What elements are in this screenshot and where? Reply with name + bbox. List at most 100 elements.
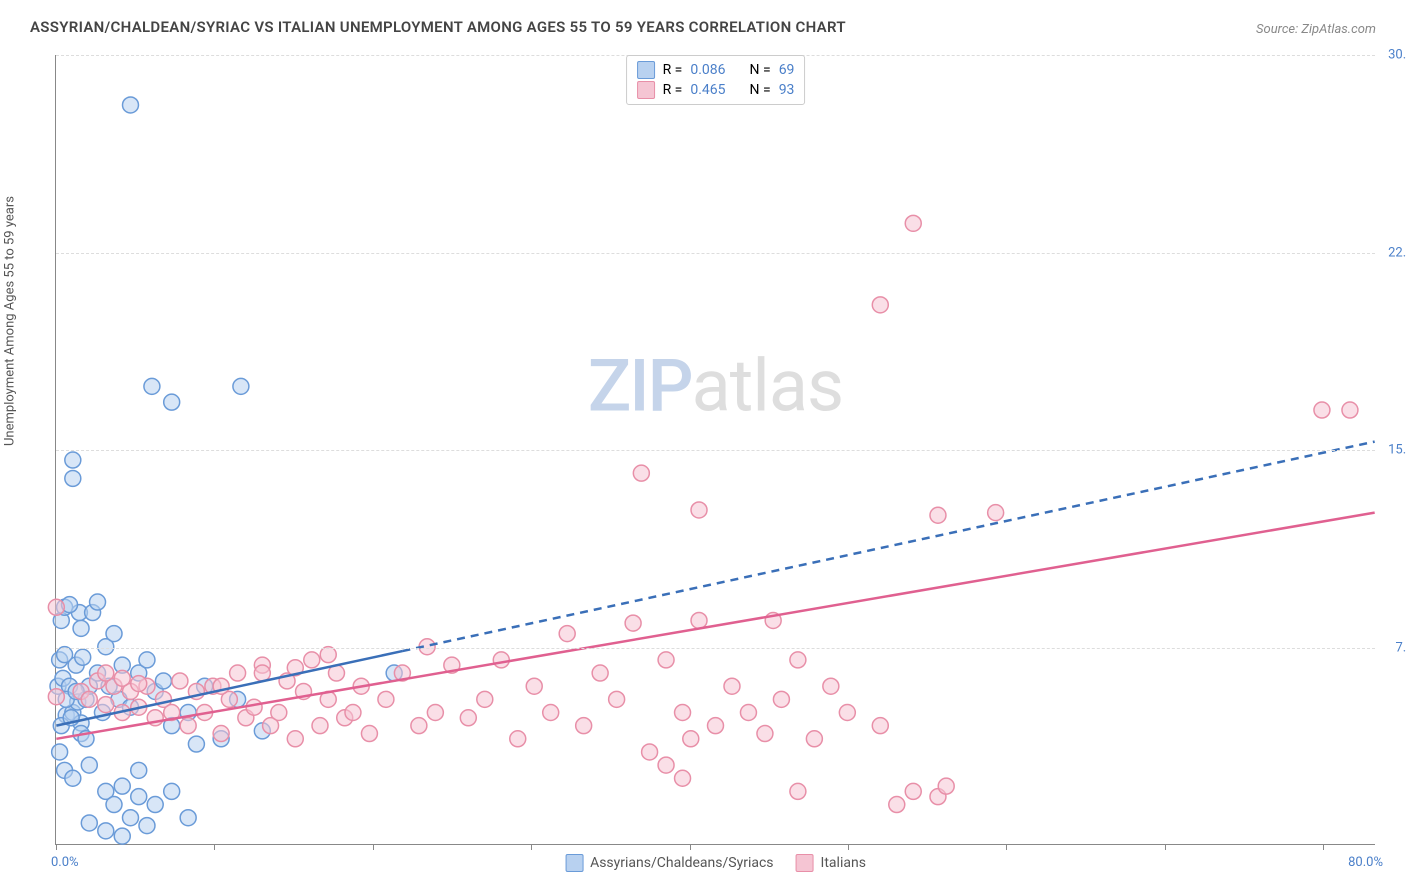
- data-point: [477, 691, 493, 707]
- legend-swatch-1: [637, 61, 655, 79]
- data-point: [988, 505, 1004, 521]
- data-point: [1342, 402, 1358, 418]
- x-axis-min-label: 0.0%: [51, 855, 79, 870]
- data-point: [790, 783, 806, 799]
- legend-swatch-b1: [565, 854, 583, 872]
- data-point: [271, 705, 287, 721]
- data-point: [48, 599, 64, 615]
- data-point: [98, 697, 114, 713]
- x-tick: [1006, 844, 1007, 850]
- data-point: [691, 502, 707, 518]
- x-tick: [214, 844, 215, 850]
- data-point: [889, 797, 905, 813]
- data-point: [592, 665, 608, 681]
- data-point: [773, 691, 789, 707]
- x-tick: [848, 844, 849, 850]
- data-point: [180, 718, 196, 734]
- y-tick-label: 22.5%: [1388, 245, 1406, 260]
- data-point: [180, 810, 196, 826]
- data-point: [905, 783, 921, 799]
- data-point: [131, 676, 147, 692]
- data-point: [872, 718, 888, 734]
- data-point: [658, 757, 674, 773]
- data-point: [740, 705, 756, 721]
- data-point: [625, 615, 641, 631]
- x-tick: [1323, 844, 1324, 850]
- y-tick-label: 30.0%: [1388, 48, 1406, 63]
- data-point: [65, 470, 81, 486]
- correlation-legend: R = 0.086 N = 69 R = 0.465 N = 93: [626, 55, 806, 105]
- gridline: [56, 450, 1375, 451]
- data-point: [254, 665, 270, 681]
- data-point: [114, 828, 130, 844]
- data-point: [114, 670, 130, 686]
- data-point: [304, 652, 320, 668]
- data-point: [164, 783, 180, 799]
- data-point: [460, 710, 476, 726]
- data-point: [543, 705, 559, 721]
- data-point: [806, 731, 822, 747]
- data-point: [81, 691, 97, 707]
- data-point: [155, 673, 171, 689]
- data-point: [757, 726, 773, 742]
- gridline: [56, 648, 1375, 649]
- data-point: [172, 673, 188, 689]
- gridline: [56, 253, 1375, 254]
- data-point: [312, 718, 328, 734]
- data-point: [287, 731, 303, 747]
- data-point: [938, 778, 954, 794]
- data-point: [81, 757, 97, 773]
- data-point: [98, 665, 114, 681]
- data-point: [131, 789, 147, 805]
- data-point: [675, 770, 691, 786]
- data-point: [658, 652, 674, 668]
- data-point: [427, 705, 443, 721]
- data-point: [73, 620, 89, 636]
- r-label: R =: [663, 82, 683, 98]
- data-point: [144, 378, 160, 394]
- trendline-dashed: [402, 442, 1374, 651]
- trendline: [56, 513, 1374, 739]
- data-point: [411, 718, 427, 734]
- data-point: [345, 705, 361, 721]
- legend-row-series1: R = 0.086 N = 69: [637, 60, 795, 80]
- n-value-2: 93: [779, 82, 795, 98]
- data-point: [526, 678, 542, 694]
- legend-swatch-2: [637, 81, 655, 99]
- data-point: [65, 770, 81, 786]
- plot-area: ZIPatlas R = 0.086 N = 69 R = 0.465 N = …: [55, 55, 1375, 845]
- data-point: [139, 652, 155, 668]
- data-point: [164, 394, 180, 410]
- data-point: [81, 815, 97, 831]
- data-point: [493, 652, 509, 668]
- n-label: N =: [750, 62, 771, 78]
- legend-item-2: Italians: [796, 854, 866, 872]
- data-point: [75, 649, 91, 665]
- data-point: [106, 626, 122, 642]
- data-point: [609, 691, 625, 707]
- n-value-1: 69: [779, 62, 795, 78]
- data-point: [98, 823, 114, 839]
- data-point: [320, 647, 336, 663]
- data-point: [65, 452, 81, 468]
- data-point: [905, 215, 921, 231]
- y-axis-title: Unemployment Among Ages 55 to 59 years: [3, 196, 18, 446]
- x-tick: [56, 844, 57, 850]
- x-tick: [531, 844, 532, 850]
- x-axis-max-label: 80.0%: [1348, 855, 1383, 870]
- data-point: [230, 665, 246, 681]
- x-tick: [690, 844, 691, 850]
- data-point: [139, 818, 155, 834]
- y-tick-label: 7.5%: [1395, 640, 1406, 655]
- chart-title: ASSYRIAN/CHALDEAN/SYRIAC VS ITALIAN UNEM…: [30, 18, 846, 36]
- data-point: [675, 705, 691, 721]
- data-point: [213, 726, 229, 742]
- r-value-2: 0.465: [690, 82, 725, 98]
- x-tick: [373, 844, 374, 850]
- r-value-1: 0.086: [690, 62, 725, 78]
- data-point: [48, 689, 64, 705]
- data-point: [106, 797, 122, 813]
- data-point: [823, 678, 839, 694]
- data-point: [724, 678, 740, 694]
- data-point: [559, 626, 575, 642]
